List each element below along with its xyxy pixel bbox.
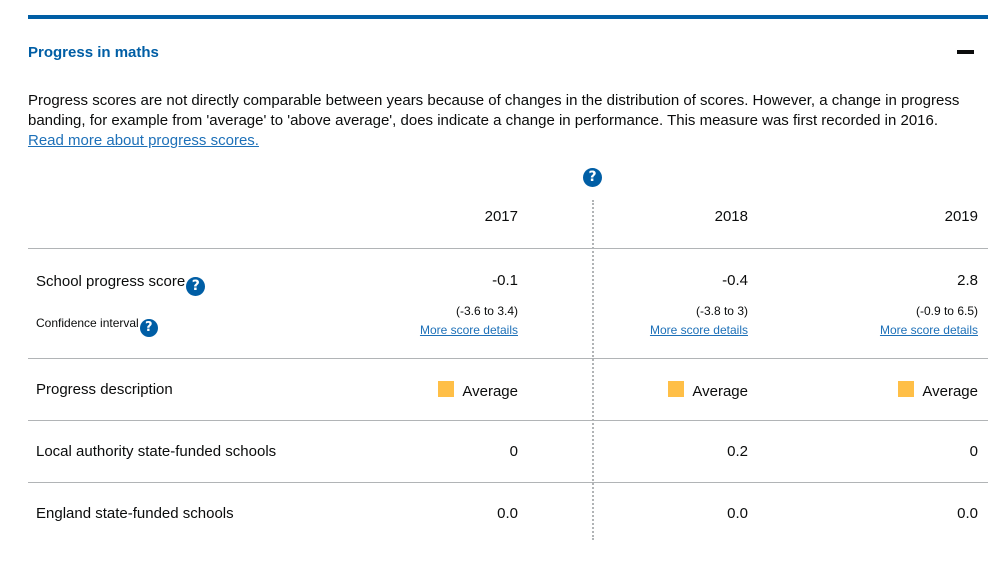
row-divider bbox=[28, 420, 988, 421]
local-authority-label: Local authority state-funded schools bbox=[36, 443, 277, 460]
school-progress-value-2017: -0.1 bbox=[492, 272, 518, 289]
confidence-interval-label-text: Confidence interval bbox=[36, 316, 139, 330]
read-more-link[interactable]: Read more about progress scores. bbox=[28, 132, 259, 149]
year-header-2017: 2017 bbox=[484, 208, 518, 225]
confidence-interval-2017: (-3.6 to 3.4) bbox=[455, 304, 518, 318]
england-label: England state-funded schools bbox=[36, 505, 234, 522]
more-score-details-link-2018[interactable]: More score details bbox=[649, 323, 748, 337]
collapse-button[interactable] bbox=[957, 41, 974, 61]
intro-paragraph: Progress scores are not directly compara… bbox=[28, 91, 988, 151]
row-divider bbox=[28, 248, 988, 249]
help-icon[interactable]: ? bbox=[139, 319, 158, 337]
school-progress-label: School progress score? bbox=[36, 273, 206, 296]
england-value-2018: 0.0 bbox=[727, 505, 748, 522]
local-authority-value-2017: 0 bbox=[509, 443, 518, 460]
progress-band-2019: Average bbox=[838, 381, 978, 400]
england-value-2019: 0.0 bbox=[957, 505, 978, 522]
row-divider bbox=[28, 482, 988, 483]
section-title[interactable]: Progress in maths bbox=[28, 44, 159, 61]
england-value-2017: 0.0 bbox=[497, 505, 518, 522]
year-header-2019: 2019 bbox=[944, 208, 978, 225]
progress-band-text-2018: Average bbox=[692, 383, 748, 400]
progress-band-text-2017: Average bbox=[462, 383, 518, 400]
row-divider bbox=[28, 358, 988, 359]
minus-icon bbox=[957, 50, 974, 54]
intro-text: Progress scores are not directly compara… bbox=[28, 92, 960, 129]
more-score-details-link-2017[interactable]: More score details bbox=[419, 323, 518, 337]
current-year-divider bbox=[592, 200, 594, 540]
progress-band-text-2019: Average bbox=[922, 383, 978, 400]
band-swatch bbox=[668, 381, 685, 397]
local-authority-value-2019: 0 bbox=[969, 443, 978, 460]
confidence-interval-2019: (-0.9 to 6.5) bbox=[915, 304, 978, 318]
school-progress-value-2018: -0.4 bbox=[722, 272, 748, 289]
help-icon[interactable]: ? bbox=[186, 277, 206, 296]
band-swatch bbox=[438, 381, 455, 397]
confidence-interval-label: Confidence interval? bbox=[36, 316, 158, 337]
section-top-rule bbox=[28, 15, 988, 19]
year-header-2018: 2018 bbox=[714, 208, 748, 225]
band-swatch bbox=[898, 381, 915, 397]
school-progress-value-2019: 2.8 bbox=[957, 272, 978, 289]
more-score-details-link-2019[interactable]: More score details bbox=[879, 323, 978, 337]
help-icon[interactable]: ? bbox=[583, 168, 602, 187]
progress-description-label: Progress description bbox=[36, 381, 173, 398]
progress-band-2017: Average bbox=[378, 381, 518, 400]
local-authority-value-2018: 0.2 bbox=[727, 443, 748, 460]
progress-band-2018: Average bbox=[608, 381, 748, 400]
school-progress-label-text: School progress score bbox=[36, 273, 186, 290]
confidence-interval-2018: (-3.8 to 3) bbox=[695, 304, 748, 318]
